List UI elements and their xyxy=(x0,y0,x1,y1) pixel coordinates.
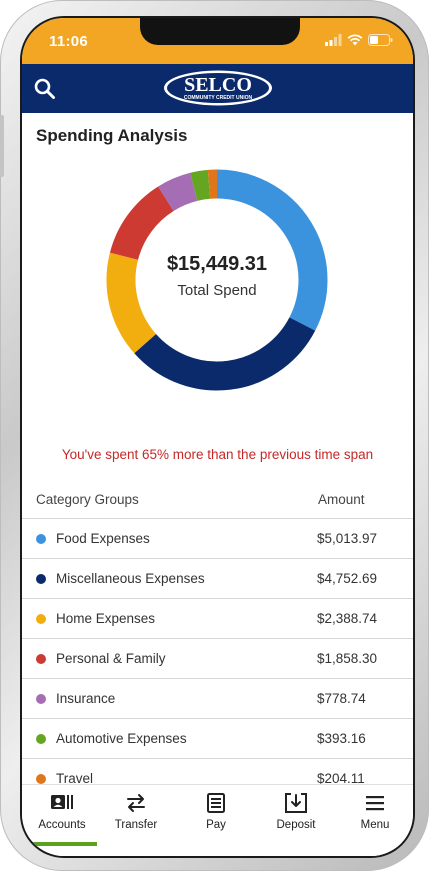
tab-pay[interactable]: Pay xyxy=(181,793,251,831)
active-tab-indicator xyxy=(27,842,97,846)
category-amount: $5,013.97 xyxy=(317,531,378,546)
category-amount: $393.16 xyxy=(317,731,366,746)
battery-icon xyxy=(368,34,393,46)
deposit-icon xyxy=(285,793,307,813)
phone-side-button xyxy=(0,115,4,177)
category-amount: $204.11 xyxy=(317,771,365,786)
donut-center: $15,449.31 Total Spend xyxy=(104,253,330,299)
menu-icon xyxy=(366,796,384,811)
table-row[interactable]: Food Expenses $5,013.97 xyxy=(22,519,413,559)
spending-donut-chart: $15,449.31 Total Spend xyxy=(104,167,330,393)
donut-segment xyxy=(106,252,157,354)
donut-svg xyxy=(106,169,328,391)
category-color-dot xyxy=(36,734,46,744)
donut-segment xyxy=(190,169,211,201)
donut-segment xyxy=(134,316,316,391)
table-row[interactable]: Automotive Expenses $393.16 xyxy=(22,719,413,759)
category-name: Insurance xyxy=(56,691,116,706)
tab-label-deposit: Deposit xyxy=(276,819,316,831)
search-icon[interactable] xyxy=(32,76,58,102)
bottom-tab-bar: Accounts Transfer Pay Deposit xyxy=(22,784,413,856)
table-row[interactable]: Insurance $778.74 xyxy=(22,679,413,719)
svg-text:SELCO: SELCO xyxy=(184,74,252,96)
tab-label-accounts: Accounts xyxy=(38,819,86,831)
selco-logo[interactable]: SELCO COMMUNITY CREDIT UNION xyxy=(162,69,274,107)
column-header-amount: Amount xyxy=(318,492,365,507)
comparison-message: You've spent 65% more than the previous … xyxy=(61,447,374,462)
tab-label-transfer: Transfer xyxy=(114,819,158,831)
tab-accounts[interactable]: Accounts xyxy=(27,793,97,831)
category-name: Food Expenses xyxy=(56,531,150,546)
category-amount: $4,752.69 xyxy=(317,571,378,586)
category-amount: $2,388.74 xyxy=(317,611,378,626)
column-header-category: Category Groups xyxy=(36,492,139,507)
category-color-dot xyxy=(36,574,46,584)
category-amount: $778.74 xyxy=(317,691,366,706)
tab-menu[interactable]: Menu xyxy=(340,793,410,831)
category-amount: $1,858.30 xyxy=(317,651,378,666)
tab-label-menu: Menu xyxy=(360,819,390,831)
category-color-dot xyxy=(36,654,46,664)
donut-segment xyxy=(109,186,175,261)
page-title: Spending Analysis xyxy=(36,126,188,145)
status-icons xyxy=(325,34,393,46)
table-row[interactable]: Home Expenses $2,388.74 xyxy=(22,599,413,639)
status-time: 11:06 xyxy=(49,33,89,50)
table-row[interactable]: Miscellaneous Expenses $4,752.69 xyxy=(22,559,413,599)
category-name: Automotive Expenses xyxy=(56,731,187,746)
svg-text:COMMUNITY CREDIT UNION: COMMUNITY CREDIT UNION xyxy=(184,95,253,101)
table-row[interactable]: Personal & Family $1,858.30 xyxy=(22,639,413,679)
category-name: Home Expenses xyxy=(56,611,156,626)
signal-icon xyxy=(325,34,342,46)
app-header: SELCO COMMUNITY CREDIT UNION xyxy=(22,64,413,113)
pay-icon xyxy=(207,793,225,813)
category-color-dot xyxy=(36,534,46,544)
transfer-icon xyxy=(127,794,145,812)
category-name: Travel xyxy=(56,771,94,786)
category-name: Personal & Family xyxy=(56,651,166,666)
accounts-icon xyxy=(51,795,73,809)
category-color-dot xyxy=(36,614,46,624)
wifi-icon xyxy=(347,34,363,46)
total-spend-amount: $15,449.31 xyxy=(166,253,268,275)
camera-notch xyxy=(140,18,300,45)
tab-deposit[interactable]: Deposit xyxy=(261,793,331,831)
category-name: Miscellaneous Expenses xyxy=(56,571,205,586)
status-bar: 11:06 xyxy=(22,18,413,64)
tab-label-pay: Pay xyxy=(206,819,226,831)
category-color-dot xyxy=(36,774,46,784)
category-color-dot xyxy=(36,694,46,704)
donut-segment xyxy=(158,172,198,212)
table-header: Category Groups Amount xyxy=(22,478,413,519)
tab-transfer[interactable]: Transfer xyxy=(101,793,171,831)
category-list: Food Expenses $5,013.97 Miscellaneous Expe… xyxy=(22,519,413,799)
total-spend-label: Total Spend xyxy=(177,282,257,299)
donut-segment xyxy=(216,169,328,331)
phone-screen: 11:06 xyxy=(22,18,413,856)
